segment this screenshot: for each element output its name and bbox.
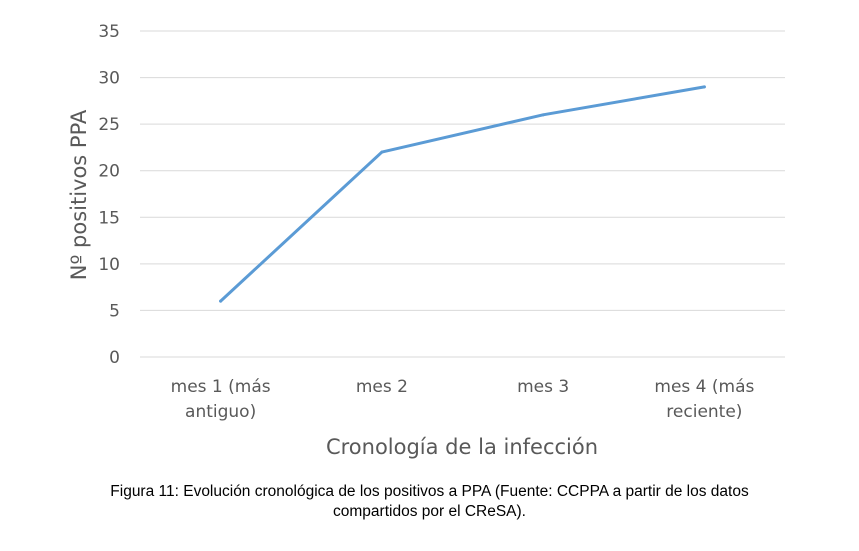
x-axis-title: Cronología de la infección — [326, 435, 598, 459]
y-tick-label: 0 — [109, 348, 120, 368]
x-tick-label: mes 1 (más antiguo) — [171, 377, 271, 422]
data-point — [541, 113, 545, 117]
series-line — [219, 85, 706, 303]
y-tick-label: 30 — [98, 69, 120, 89]
y-tick-label: 25 — [98, 115, 120, 135]
y-axis-title: Nº positivos PPA — [67, 109, 91, 280]
y-axis-ticks: 0 5 10 15 20 25 30 35 — [98, 22, 120, 368]
series-group — [219, 85, 706, 303]
y-tick-label: 5 — [109, 301, 120, 321]
data-point — [702, 85, 706, 89]
y-tick-label: 10 — [98, 255, 120, 275]
y-tick-label: 15 — [98, 208, 120, 228]
caption-line-2: compartidos por el CReSA). — [333, 503, 526, 520]
y-tick-label: 20 — [98, 162, 120, 182]
figure-caption: Figura 11: Evolución cronológica de los … — [0, 482, 859, 522]
x-tick-label: mes 3 — [517, 377, 569, 397]
x-tick-label: mes 4 (más reciente) — [654, 377, 754, 422]
x-tick-label: mes 2 — [356, 377, 408, 397]
gridlines — [140, 30, 785, 358]
caption-line-1: Figura 11: Evolución cronológica de los … — [110, 483, 749, 500]
x-axis-ticks: mes 1 (más antiguo) mes 2 mes 3 mes 4 (más re… — [171, 377, 755, 422]
data-point — [380, 150, 384, 154]
y-tick-label: 35 — [98, 22, 120, 42]
data-point — [219, 299, 223, 303]
